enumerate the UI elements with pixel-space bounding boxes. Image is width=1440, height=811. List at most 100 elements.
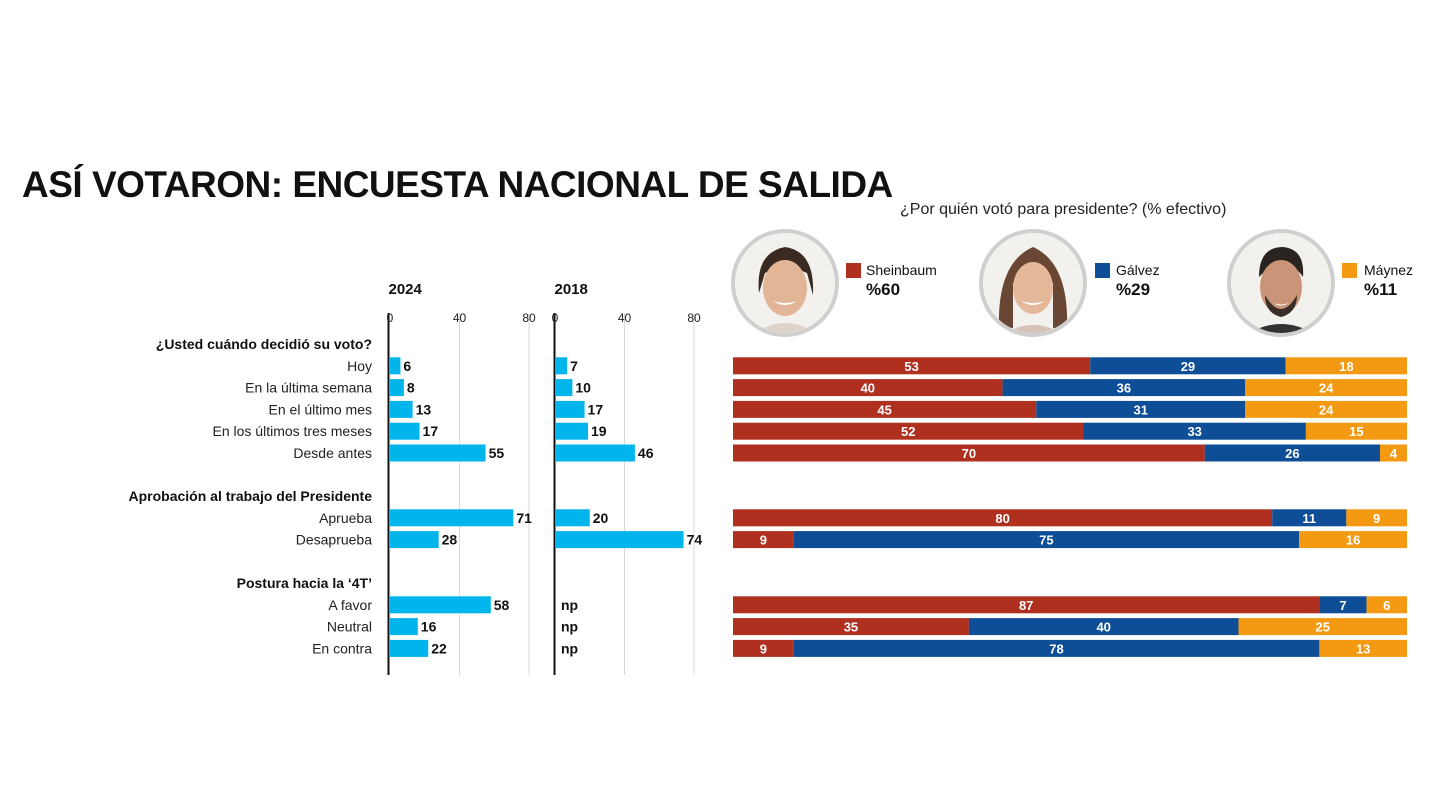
vote-question: ¿Por quién votó para presidente? (% efec… (900, 201, 1227, 218)
stack-segment-sheinbaum (733, 379, 1003, 397)
stack-label-galvez: 31 (1134, 402, 1148, 417)
row-label: Neutral (327, 619, 372, 635)
stack-segment-maynez (1319, 639, 1407, 657)
bar-value-2018: 74 (687, 532, 703, 548)
bar-value-2024: 16 (421, 619, 437, 635)
stack-segment-sheinbaum (733, 618, 969, 636)
stack-label-galvez: 11 (1302, 511, 1316, 526)
stack-label-galvez: 29 (1181, 359, 1195, 374)
stack-segment-sheinbaum (733, 422, 1084, 440)
stack-segment-sheinbaum (733, 531, 794, 549)
stack-segment-sheinbaum (733, 509, 1273, 527)
stack-label-maynez: 16 (1346, 533, 1360, 548)
bar-2024 (390, 509, 514, 527)
bar-value-2024: 58 (494, 597, 510, 613)
bar-2018 (555, 444, 635, 462)
bar-2024 (390, 596, 491, 614)
tick-label: 80 (522, 311, 536, 325)
stack-segment-maynez (1285, 357, 1407, 375)
stack-segment-galvez (1083, 422, 1306, 440)
maynez-photo (1227, 229, 1335, 337)
sheinbaum-pct: %60 (866, 280, 901, 299)
stack-segment-sheinbaum (733, 400, 1037, 418)
group-heading: Aprobación al trabajo del Presidente (128, 488, 372, 504)
stack-label-maynez: 24 (1319, 402, 1334, 417)
bar-2018 (555, 357, 568, 375)
bar-2024 (390, 357, 401, 375)
row-label: En el último mes (269, 401, 372, 417)
bar-value-2018: np (561, 597, 578, 613)
sheinbaum-photo (731, 229, 839, 337)
stack-segment-galvez (968, 618, 1239, 636)
tick-label: 80 (687, 311, 701, 325)
bar-value-2018: np (561, 619, 578, 635)
bar-value-2018: 46 (638, 445, 654, 461)
stack-label-maynez: 13 (1356, 641, 1370, 656)
row-label: En contra (312, 640, 372, 656)
bar-value-2018: 20 (593, 510, 609, 526)
bar-value-2024: 6 (403, 358, 411, 374)
stack-segment-galvez (793, 639, 1320, 657)
row-label: Desde antes (293, 445, 372, 461)
stack-label-maynez: 18 (1339, 359, 1353, 374)
stack-label-sheinbaum: 70 (962, 446, 976, 461)
row-label: En los últimos tres meses (213, 423, 373, 439)
bar-value-2018: 19 (591, 423, 607, 439)
row-label: En la última semana (245, 380, 372, 396)
tick-label: 40 (453, 311, 467, 325)
bar-value-2024: 8 (407, 380, 415, 396)
bar-2018 (555, 509, 590, 527)
maynez-swatch (1342, 263, 1357, 278)
stack-segment-galvez (1036, 400, 1246, 418)
stack-segment-galvez (1272, 509, 1347, 527)
stack-segment-maynez (1245, 379, 1407, 397)
stack-segment-maynez (1346, 509, 1407, 527)
bar-2024 (390, 379, 404, 397)
stack-label-galvez: 26 (1285, 446, 1299, 461)
stack-label-galvez: 7 (1339, 598, 1346, 613)
stack-segment-galvez (1319, 596, 1367, 614)
page-title: ASÍ VOTARON: ENCUESTA NACIONAL DE SALIDA (22, 164, 893, 205)
stack-segment-maynez (1366, 596, 1407, 614)
stack-label-maynez: 4 (1390, 446, 1398, 461)
stack-label-maynez: 9 (1373, 511, 1380, 526)
stack-label-maynez: 6 (1383, 598, 1390, 613)
stack-segment-sheinbaum (733, 357, 1091, 375)
stack-segment-sheinbaum (733, 639, 794, 657)
stack-segment-sheinbaum (733, 444, 1205, 462)
stack-label-galvez: 75 (1039, 533, 1053, 548)
bar-2024 (390, 639, 429, 657)
stack-label-maynez: 24 (1319, 381, 1334, 396)
panel-year-2024: 2024 (389, 281, 423, 298)
stack-label-sheinbaum: 87 (1019, 598, 1033, 613)
stack-segment-galvez (793, 531, 1300, 549)
stack-label-sheinbaum: 9 (760, 641, 767, 656)
bar-2018 (555, 422, 589, 440)
stack-label-galvez: 36 (1117, 381, 1131, 396)
stack-segment-maynez (1245, 400, 1407, 418)
bar-2024 (390, 422, 420, 440)
galvez-name: Gálvez (1116, 262, 1160, 278)
maynez-pct: %11 (1364, 280, 1398, 299)
bar-value-2024: 22 (431, 640, 447, 656)
stack-segment-maynez (1380, 444, 1407, 462)
bar-2018 (555, 379, 573, 397)
stack-label-galvez: 40 (1096, 620, 1110, 635)
tick-label: 40 (618, 311, 632, 325)
stack-label-sheinbaum: 53 (904, 359, 918, 374)
group-heading: Postura hacia la ‘4T’ (237, 575, 372, 591)
stack-segment-maynez (1238, 618, 1407, 636)
bar-value-2018: 17 (588, 401, 604, 417)
panel-year-2018: 2018 (555, 281, 588, 298)
bar-value-2024: 28 (442, 532, 458, 548)
bar-value-2018: np (561, 640, 578, 656)
bar-value-2024: 13 (416, 401, 432, 417)
bar-value-2018: 10 (575, 380, 591, 396)
stack-label-sheinbaum: 40 (861, 381, 875, 396)
maynez-name: Máynez (1364, 262, 1414, 278)
galvez-swatch (1095, 263, 1110, 278)
galvez-pct: %29 (1116, 280, 1151, 299)
stack-segment-galvez (1002, 379, 1246, 397)
bar-value-2024: 71 (516, 510, 532, 526)
